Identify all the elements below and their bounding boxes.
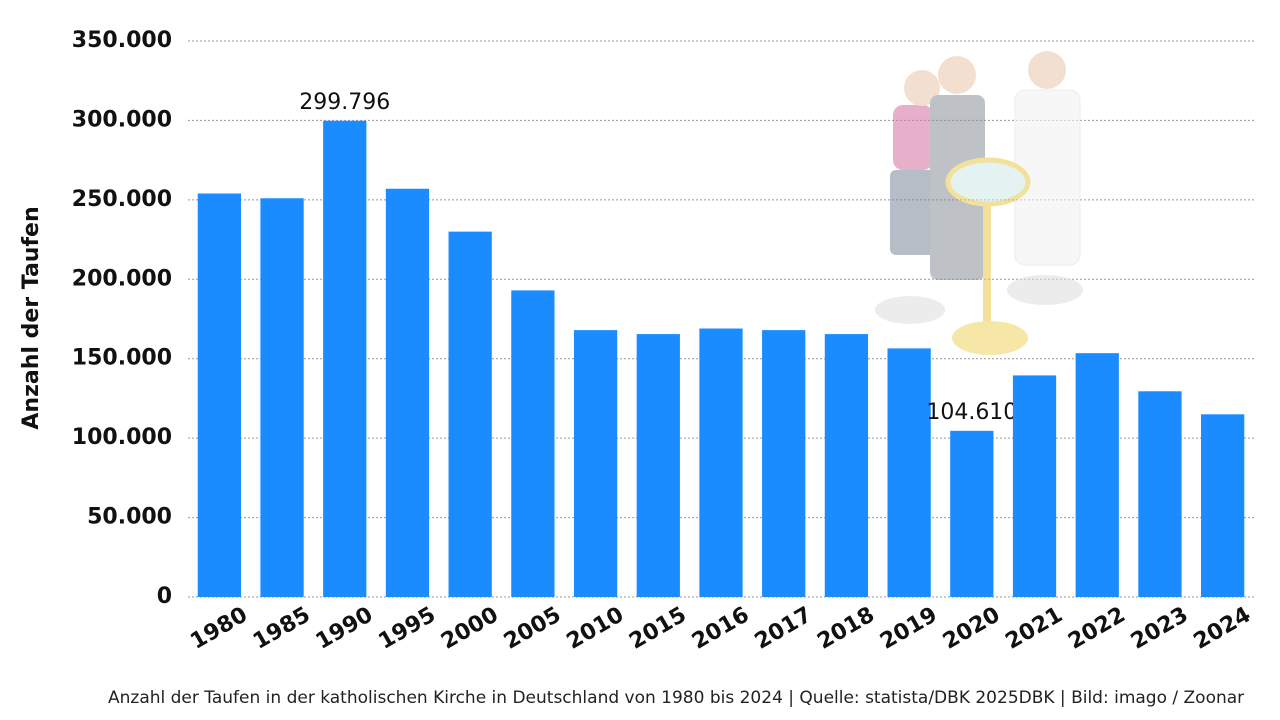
y-tick-label: 150.000 bbox=[72, 346, 172, 371]
bar bbox=[636, 334, 680, 597]
x-tick-label: 1985 bbox=[249, 602, 315, 654]
x-tick-label: 2019 bbox=[876, 602, 942, 654]
y-tick-label: 300.000 bbox=[72, 107, 172, 132]
bar bbox=[573, 330, 618, 597]
value-label: 104.610 bbox=[926, 400, 1017, 425]
x-tick-label: 2021 bbox=[1002, 602, 1068, 654]
bar bbox=[197, 193, 241, 597]
x-tick-label: 2005 bbox=[500, 602, 566, 654]
illustration bbox=[875, 51, 1083, 355]
bar bbox=[699, 328, 743, 597]
x-tick-label: 2000 bbox=[437, 602, 503, 654]
bar bbox=[260, 198, 304, 598]
bar bbox=[323, 120, 367, 598]
x-tick-label: 2022 bbox=[1064, 602, 1130, 654]
bar bbox=[887, 348, 931, 597]
x-tick-label: 2020 bbox=[939, 602, 1005, 654]
y-tick-label: 250.000 bbox=[72, 187, 172, 212]
y-tick-label: 0 bbox=[157, 584, 172, 609]
bar bbox=[385, 188, 430, 598]
x-tick-label: 1995 bbox=[374, 602, 440, 654]
x-tick-label: 1980 bbox=[186, 602, 252, 654]
y-axis-label: Anzahl der Taufen bbox=[19, 206, 44, 429]
bar bbox=[824, 334, 869, 597]
x-tick-label: 2016 bbox=[688, 602, 754, 654]
y-tick-label: 50.000 bbox=[87, 505, 172, 530]
bar bbox=[511, 290, 555, 597]
bar bbox=[1075, 353, 1119, 597]
bar bbox=[448, 231, 492, 597]
bar bbox=[1201, 414, 1245, 597]
value-label: 299.796 bbox=[299, 90, 390, 115]
caption: Anzahl der Taufen in der katholischen Ki… bbox=[108, 688, 1244, 708]
x-tick-label: 2024 bbox=[1190, 602, 1256, 654]
bar bbox=[762, 330, 806, 597]
x-tick-label: 2010 bbox=[563, 602, 629, 654]
x-tick-label: 2023 bbox=[1127, 602, 1193, 654]
bar bbox=[1138, 391, 1182, 597]
y-tick-label: 350.000 bbox=[72, 28, 172, 53]
bar bbox=[1012, 375, 1057, 597]
bar bbox=[950, 430, 994, 597]
x-tick-label: 2015 bbox=[625, 602, 691, 654]
y-tick-label: 100.000 bbox=[72, 425, 172, 450]
x-tick-label: 2017 bbox=[751, 602, 817, 654]
x-tick-label: 2018 bbox=[813, 602, 879, 654]
x-tick-label: 1990 bbox=[312, 602, 378, 654]
y-tick-label: 200.000 bbox=[72, 266, 172, 291]
